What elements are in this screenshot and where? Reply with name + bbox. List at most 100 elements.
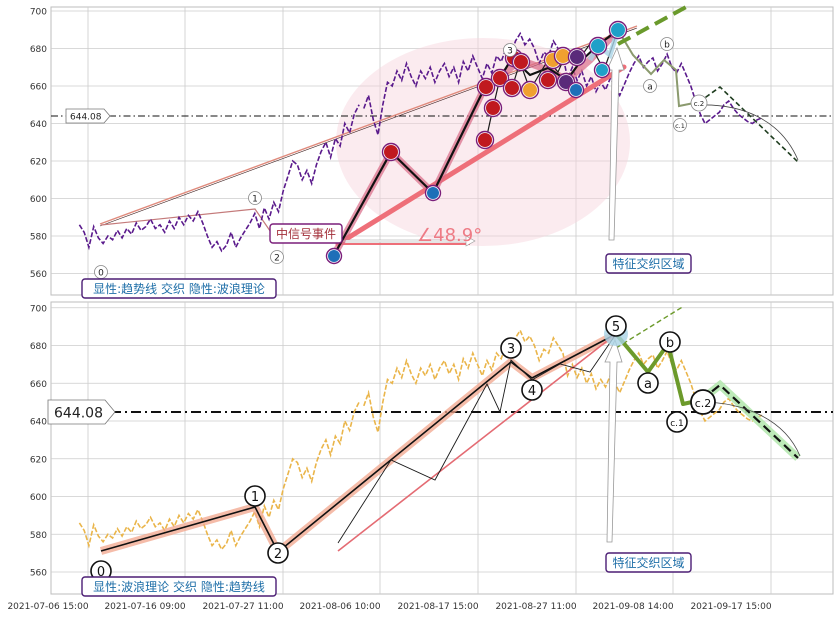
bottom-wave-label-4-circle	[521, 379, 543, 401]
bottom-wave-label-2-circle	[267, 542, 289, 564]
top-projection-target	[698, 85, 799, 163]
bot-y-tick-label: 620	[30, 455, 47, 465]
top-wave-label-b-circle	[660, 37, 674, 51]
bottom-projection-dashed	[615, 305, 685, 349]
bottom-wave-label-c1: c.1	[670, 419, 684, 429]
bottom-wave-label-c1-circle	[666, 411, 688, 433]
top-caption-box	[81, 278, 277, 299]
bottom-plot-frame	[50, 301, 834, 595]
top-event-box	[269, 223, 343, 244]
bottom-caption: 显性:波浪理论 交织 隐性:趋势线	[93, 579, 265, 594]
top-wave-label-3-circle	[503, 43, 517, 57]
bottom-wave-label-1-circle	[244, 485, 266, 507]
bottom-trend-sub	[337, 333, 617, 544]
bottom-caption-box	[81, 576, 277, 597]
bottom-wave-label-b: b	[666, 336, 674, 351]
top-y-tick-label: 580	[30, 233, 47, 243]
top-wave-marker	[505, 81, 519, 95]
top-wave-marker	[541, 73, 555, 87]
bottom-wave-label-a: a	[644, 377, 652, 392]
top-wave-marker	[523, 83, 537, 97]
bottom-x-tick-label: 2021-07-27 11:00	[202, 602, 283, 612]
bot-y-tick-label: 580	[30, 531, 47, 541]
top-wave-markers	[325, 20, 628, 265]
top-zone-label: 特征交织区域	[612, 256, 684, 271]
top-wave-marker	[570, 50, 584, 64]
top-wave-marker	[493, 71, 507, 85]
bottom-wave-label-b-circle	[659, 331, 681, 353]
bottom-x-tick-label: 2021-09-08 14:00	[592, 602, 673, 612]
top-wave-marker	[596, 64, 608, 76]
top-wave-label-c2-circle	[690, 94, 708, 112]
bottom-x-tick-label: 2021-08-17 15:00	[397, 602, 478, 612]
bottom-wave-label-3-circle	[500, 337, 522, 359]
top-wave-label-b: b	[664, 41, 670, 51]
top-y-tick-label: 560	[30, 270, 47, 280]
bottom-wave-label-1: 1	[251, 490, 259, 505]
top-reference-label: 644.08	[70, 113, 102, 123]
bot-y-tick-label: 560	[30, 569, 47, 579]
bottom-x-tick-labels: 2021-07-06 15:00 2021-07-16 09:00 2021-07-…	[7, 602, 771, 612]
top-wave-marker	[514, 55, 528, 69]
bottom-x-tick-label: 2021-09-17 15:00	[690, 602, 771, 612]
bottom-zone-label: 特征交织区域	[612, 555, 684, 570]
top-wave-marker	[427, 187, 439, 199]
top-wave-marker	[384, 145, 398, 159]
top-wave-label-a: a	[647, 83, 653, 93]
top-price-series-early	[78, 104, 360, 253]
bottom-wave-label-c2-circle	[690, 389, 716, 415]
top-plot-frame	[50, 6, 834, 296]
top-projection-curve	[699, 104, 799, 161]
top-wave-labels: 0 1 2 3 a b c.1 c.2	[94, 37, 708, 279]
bottom-wave-main	[100, 333, 617, 553]
bottom-wave-label-c2: c.2	[695, 397, 712, 410]
bottom-reference-label: 644.08	[54, 406, 103, 422]
top-wave-label-c1: c.1	[675, 122, 685, 130]
bottom-wave-label-2: 2	[274, 547, 282, 562]
top-wave-label-2-circle	[270, 250, 284, 264]
top-zone-box	[605, 253, 692, 274]
bottom-gridlines	[51, 302, 833, 594]
bottom-x-tick-label: 2021-07-16 09:00	[104, 602, 185, 612]
top-wave-marker	[479, 80, 493, 94]
bottom-reference-tag: 644.08	[47, 399, 116, 425]
top-y-tick-label: 600	[30, 195, 47, 205]
bottom-wave-label-5: 5	[612, 320, 620, 335]
top-wave-label-c2: c.2	[694, 100, 705, 108]
top-wave-marker	[478, 133, 492, 147]
bottom-price-series-early	[78, 401, 360, 551]
top-y-tick-label: 640	[30, 120, 47, 130]
top-wave-marker	[611, 23, 625, 37]
top-projection-dashed	[617, 4, 689, 46]
bot-y-tick-label: 600	[30, 493, 47, 503]
top-wave-label-a-circle	[643, 79, 657, 93]
bottom-x-tick-label: 2021-08-27 11:00	[495, 602, 576, 612]
top-wave-label-0: 0	[98, 269, 104, 279]
top-correction-line	[617, 29, 700, 108]
bottom-x-tick-label: 2021-08-06 10:00	[299, 602, 380, 612]
top-y-tick-label: 620	[30, 158, 47, 168]
top-wave-label-3: 3	[507, 47, 513, 57]
top-y-tick-label: 660	[30, 83, 47, 93]
top-panel: 560 580 600 620 640 660 680 700 644.08 ∠48.9°	[30, 4, 834, 299]
top-y-tick-labels: 560 580 600 620 640 660 680 700	[30, 8, 47, 281]
top-wave-label-2: 2	[274, 254, 280, 264]
bot-y-tick-label: 700	[30, 304, 47, 314]
top-event-label: 中信号事件	[276, 226, 336, 241]
bottom-wave-labels: 0 1 2 3 4 5 a b c.1 c.2	[90, 315, 716, 582]
top-y-tick-label: 680	[30, 45, 47, 55]
bottom-x-tick-label: 2021-07-06 15:00	[7, 602, 88, 612]
top-wave-label-c1-circle	[673, 118, 687, 132]
bottom-wave-label-0: 0	[97, 565, 105, 580]
top-zone-arrow	[606, 46, 625, 241]
top-wave-marker	[591, 39, 605, 53]
bottom-wave-label-4: 4	[528, 384, 536, 399]
bottom-zone-box	[605, 552, 692, 573]
top-y-tick-label: 700	[30, 8, 47, 18]
bottom-panel: 560 580 600 620 640 660 680 700 2021-07-06 15:0…	[7, 301, 834, 612]
top-reference-tag: 644.08	[65, 108, 111, 124]
top-angle-arrow	[337, 235, 476, 247]
bot-y-tick-label: 680	[30, 342, 47, 352]
bottom-zone-arrow	[604, 338, 623, 543]
